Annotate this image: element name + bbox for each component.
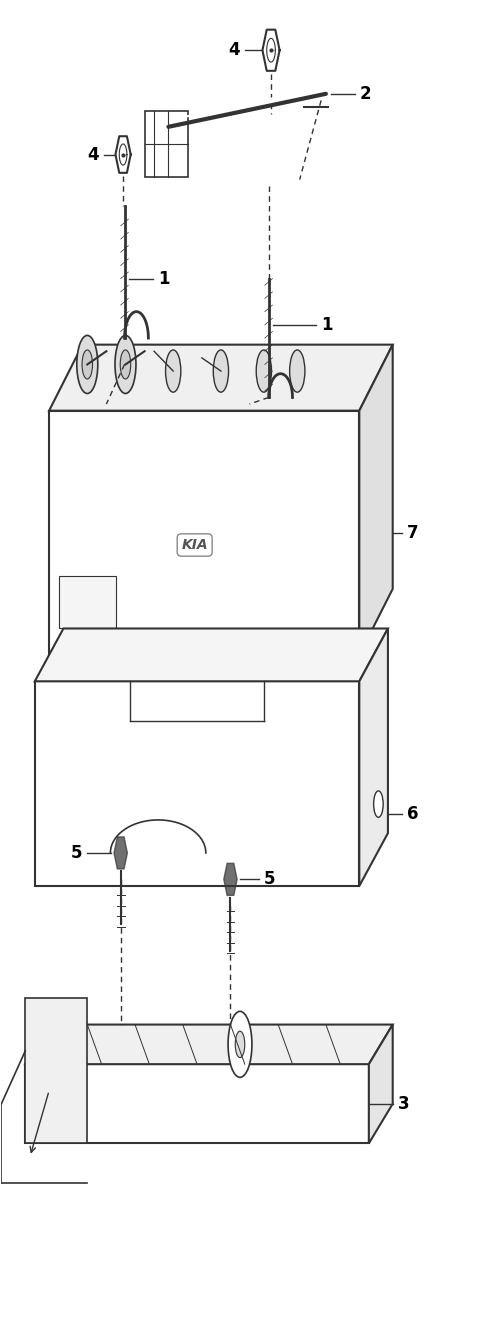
Text: 5: 5 (264, 871, 276, 888)
FancyBboxPatch shape (144, 111, 188, 177)
Polygon shape (25, 1024, 393, 1064)
Circle shape (82, 349, 93, 378)
Text: 4: 4 (87, 146, 99, 164)
Text: 5: 5 (71, 844, 83, 861)
Polygon shape (360, 628, 388, 886)
Polygon shape (114, 837, 127, 869)
Polygon shape (369, 1024, 393, 1143)
Circle shape (115, 336, 136, 393)
Circle shape (166, 349, 181, 392)
Text: 3: 3 (397, 1094, 409, 1113)
Text: 6: 6 (407, 806, 419, 823)
FancyBboxPatch shape (25, 1064, 369, 1143)
Circle shape (228, 1011, 252, 1077)
FancyBboxPatch shape (49, 410, 360, 655)
Circle shape (373, 791, 383, 818)
FancyBboxPatch shape (35, 681, 360, 886)
Polygon shape (49, 345, 393, 410)
Circle shape (289, 349, 305, 392)
Text: 7: 7 (407, 524, 419, 542)
Polygon shape (224, 864, 237, 896)
Polygon shape (25, 998, 87, 1143)
Text: 1: 1 (158, 270, 169, 287)
Text: KIA: KIA (181, 538, 208, 552)
Text: 4: 4 (228, 41, 240, 60)
Circle shape (235, 1031, 245, 1057)
Circle shape (213, 349, 228, 392)
Circle shape (256, 349, 272, 392)
Polygon shape (35, 628, 388, 681)
Circle shape (77, 336, 98, 393)
Text: 1: 1 (321, 316, 333, 333)
Polygon shape (360, 345, 393, 655)
FancyBboxPatch shape (59, 576, 116, 628)
Circle shape (120, 349, 131, 378)
Text: 2: 2 (360, 85, 371, 103)
